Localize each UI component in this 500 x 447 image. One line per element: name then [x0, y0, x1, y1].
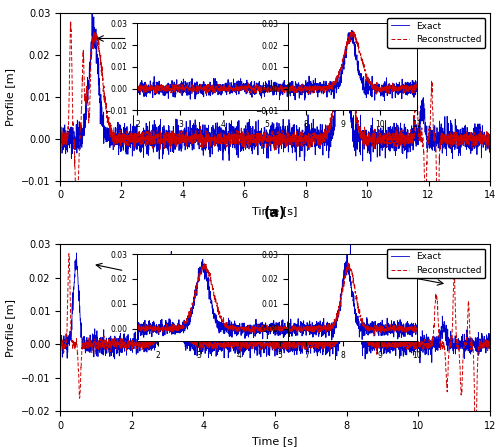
Exact	[348, 243, 354, 248]
Reconstructed	[368, 345, 374, 350]
Exact	[57, 343, 63, 348]
Exact	[79, 145, 85, 150]
Reconstructed	[57, 340, 63, 345]
Reconstructed	[57, 126, 63, 131]
Exact	[351, 135, 357, 141]
Reconstructed	[216, 342, 222, 347]
Reconstructed	[206, 345, 212, 350]
Exact	[89, 9, 95, 15]
Line: Exact: Exact	[60, 245, 490, 363]
Reconstructed	[360, 130, 366, 135]
Reconstructed	[312, 129, 318, 135]
Reconstructed	[416, 340, 422, 345]
Exact	[362, 346, 368, 352]
Line: Exact: Exact	[60, 12, 490, 161]
Reconstructed	[66, 251, 72, 256]
Exact	[215, 329, 221, 334]
Line: Reconstructed: Reconstructed	[60, 253, 490, 445]
Exact	[487, 135, 493, 140]
Reconstructed	[299, 135, 305, 140]
Reconstructed	[487, 342, 493, 347]
Text: (a): (a)	[264, 207, 286, 220]
Line: Reconstructed: Reconstructed	[60, 22, 490, 246]
Reconstructed	[362, 337, 368, 342]
Exact	[487, 342, 493, 348]
X-axis label: Time [s]: Time [s]	[252, 437, 298, 447]
Exact	[312, 126, 318, 131]
Reconstructed	[79, 87, 85, 93]
Exact	[416, 344, 422, 349]
Reconstructed	[283, 140, 289, 146]
Exact	[299, 127, 305, 133]
Y-axis label: Profile [m]: Profile [m]	[5, 299, 15, 357]
Reconstructed	[435, 244, 441, 249]
Exact	[206, 343, 212, 349]
Exact	[368, 340, 374, 345]
Exact	[368, 159, 374, 164]
Reconstructed	[487, 136, 493, 142]
X-axis label: Time [s]: Time [s]	[252, 206, 298, 216]
Exact	[417, 360, 423, 366]
Reconstructed	[94, 340, 100, 346]
Exact	[283, 137, 289, 143]
Reconstructed	[351, 90, 357, 96]
Exact	[360, 128, 366, 133]
Exact	[94, 343, 100, 348]
Y-axis label: Profile [m]: Profile [m]	[5, 68, 15, 126]
Legend: Exact, Reconstructed: Exact, Reconstructed	[388, 249, 486, 278]
Reconstructed	[68, 19, 74, 25]
Reconstructed	[472, 443, 478, 447]
Exact	[57, 132, 63, 138]
Legend: Exact, Reconstructed: Exact, Reconstructed	[388, 18, 486, 48]
